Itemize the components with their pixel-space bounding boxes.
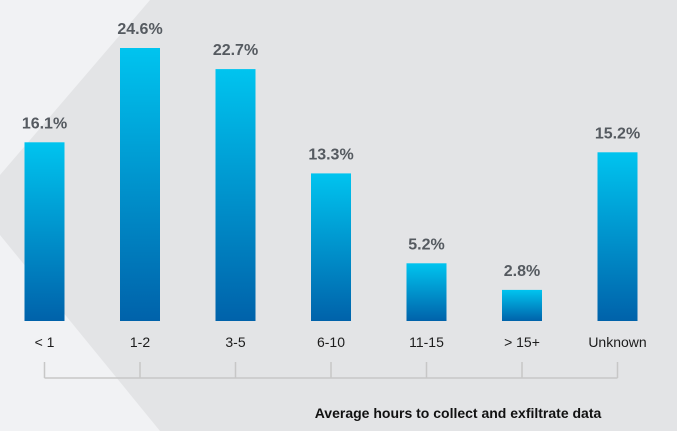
value-label-11-15: 5.2%: [408, 236, 444, 253]
value-label-1: 16.1%: [22, 115, 67, 132]
x-tick-label-15: > 15+: [504, 334, 540, 350]
bar-6-10: [311, 173, 351, 321]
bar-1-2: [120, 48, 160, 321]
x-tick-label-3-5: 3-5: [225, 334, 245, 350]
value-label-6-10: 13.3%: [308, 146, 353, 163]
value-label-3-5: 22.7%: [213, 42, 258, 59]
bar-15: [502, 289, 542, 321]
x-tick-label-11-15: 11-15: [409, 334, 444, 350]
x-tick-label-unknown: Unknown: [588, 334, 646, 350]
bar-unknown: [597, 152, 638, 321]
value-label-unknown: 15.2%: [595, 125, 640, 142]
bar-1: [24, 142, 65, 321]
x-tick-label-1: < 1: [35, 334, 55, 350]
bar-11-15: [406, 263, 447, 321]
value-label-1-2: 24.6%: [117, 21, 162, 38]
x-axis-title: Average hours to collect and exfiltrate …: [315, 405, 602, 421]
category-bracket: [43, 362, 619, 379]
bars-layer: [24, 48, 638, 321]
value-label-15: 2.8%: [504, 263, 540, 280]
bar-3-5: [215, 69, 256, 321]
labels-layer: 16.1% < 1 24.6% 1-2 22.7% 3-5 13.3% 6-10 5.2% 11-…: [22, 21, 647, 350]
x-tick-label-6-10: 6-10: [317, 334, 345, 350]
x-tick-label-1-2: 1-2: [130, 334, 150, 350]
